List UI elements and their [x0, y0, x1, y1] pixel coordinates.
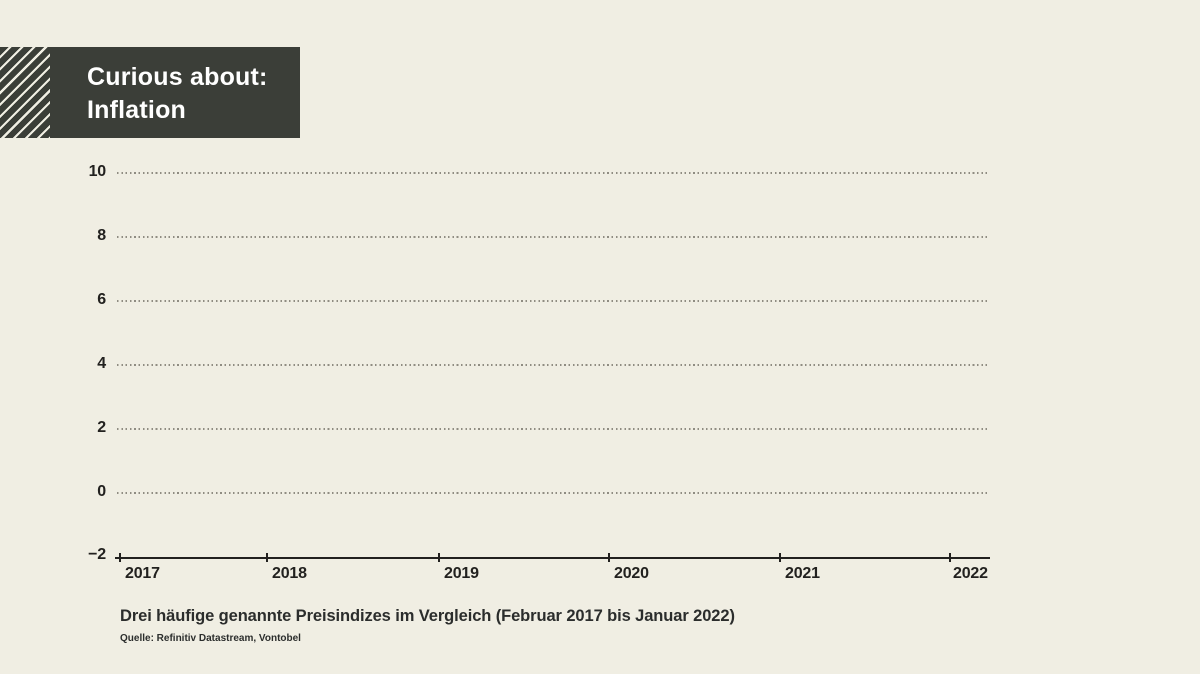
x-tick-label: 2019	[444, 565, 479, 582]
x-tick-2018	[266, 553, 268, 562]
x-tick-2017	[119, 553, 121, 562]
x-axis-line	[115, 557, 990, 559]
x-tick-label: 2018	[272, 565, 307, 582]
y-tick-label: 8	[97, 227, 106, 244]
gridline-y6	[117, 300, 988, 302]
y-tick-label: 10	[88, 163, 107, 180]
title-box: Curious about: Inflation	[0, 47, 300, 138]
y-tick-label: 4	[97, 355, 106, 372]
x-tick-label: 2020	[614, 565, 649, 582]
y-tick-label: 6	[97, 291, 106, 308]
title-line-2: Inflation	[87, 96, 187, 124]
x-tick-label: 2021	[785, 565, 820, 582]
page-title: Curious about: Inflation	[50, 47, 268, 138]
x-tick-2022	[949, 553, 951, 562]
x-tick-2020	[608, 553, 610, 562]
x-tick-2021	[779, 553, 781, 562]
x-tick-2019	[438, 553, 440, 562]
title-line-1: Curious about:	[87, 63, 268, 91]
x-tick-label: 2017	[125, 565, 160, 582]
x-tick-label: 2022	[953, 565, 988, 582]
y-tick-label: 0	[97, 483, 106, 500]
gridline-y4	[117, 364, 988, 366]
gridline-y0	[117, 492, 988, 494]
y-tick-label: −2	[88, 546, 106, 563]
y-tick-label: 2	[97, 419, 106, 436]
gridline-y2	[117, 428, 988, 430]
chart-caption: Drei häufige genannte Preisindizes im Ve…	[120, 607, 735, 625]
hatch-pattern-icon	[0, 47, 50, 138]
chart-source: Quelle: Refinitiv Datastream, Vontobel	[120, 633, 301, 644]
gridline-y10	[117, 172, 988, 174]
gridline-y8	[117, 236, 988, 238]
